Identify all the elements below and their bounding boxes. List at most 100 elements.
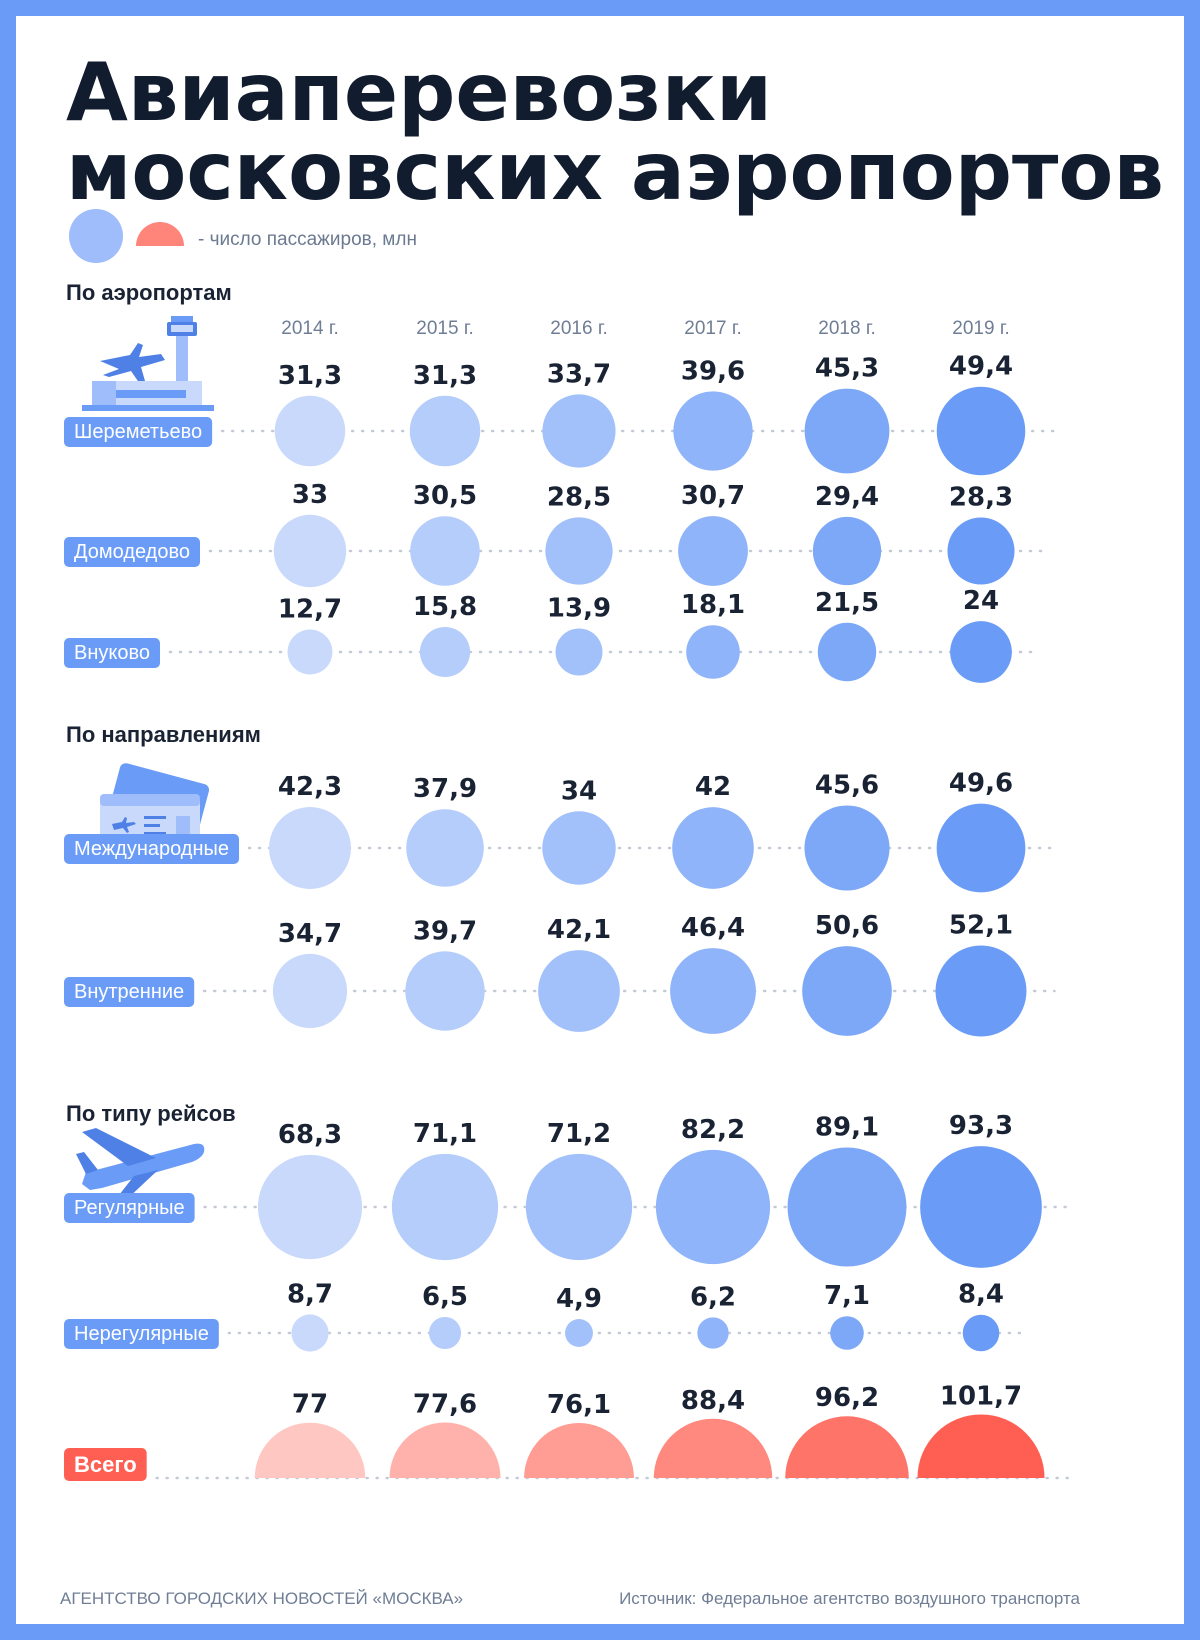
year-header: 2019 г. [952, 318, 1009, 339]
series-label-pill [64, 834, 240, 864]
series-label-pill [64, 417, 213, 447]
value-label: 15,8 [413, 592, 477, 622]
value-label: 42 [695, 772, 731, 802]
data-circle [409, 395, 481, 467]
data-circle [410, 516, 480, 586]
airport-tower-icon [82, 316, 214, 411]
data-circle [678, 516, 748, 586]
data-circle [670, 948, 756, 1034]
year-header: 2017 г. [684, 318, 741, 339]
value-label: 96,2 [815, 1383, 879, 1413]
data-circle [555, 628, 603, 676]
section-title-directions: По направлениям [66, 722, 261, 747]
value-label: 89,1 [815, 1113, 879, 1143]
value-label: 49,4 [949, 352, 1013, 382]
value-label: 50,6 [815, 911, 879, 941]
series-label-pill [64, 1319, 219, 1349]
value-label: 34 [561, 776, 597, 806]
value-label: 46,4 [681, 913, 745, 943]
series-label: Нерегулярные [74, 1323, 209, 1345]
footer-agency: АГЕНТСТВО ГОРОДСКИХ НОВОСТЕЙ «МОСКВА» [60, 1589, 463, 1608]
value-label: 31,3 [413, 361, 477, 391]
value-label: 52,1 [949, 911, 1013, 941]
data-circle [525, 1153, 633, 1261]
section-title-airports: По аэропортам [66, 280, 232, 305]
data-circle [419, 626, 471, 678]
year-header: 2015 г. [416, 318, 473, 339]
chart-rows: 2014 г. 2015 г. 2016 г. 2017 г. 2018 г. 2019 … [64, 318, 1074, 1481]
total-half-circle [389, 1422, 501, 1478]
series-label-pill [64, 1193, 195, 1223]
value-label: 24 [963, 586, 999, 616]
data-circle [787, 1147, 907, 1267]
value-label: 93,3 [949, 1111, 1013, 1141]
series-row: Домодедово 33 30,5 28,5 30,7 29,4 28,3 [64, 480, 1044, 588]
boarding-pass-icon [100, 763, 210, 846]
data-circle [274, 395, 346, 467]
series-label: Всего [74, 1452, 137, 1477]
value-label: 76,1 [547, 1390, 611, 1420]
data-circle [804, 805, 890, 891]
data-circle [672, 807, 754, 889]
total-half-circle [785, 1416, 909, 1478]
value-label: 42,3 [278, 772, 342, 802]
value-label: 37,9 [413, 774, 477, 804]
title-line-2: московских аэропортов [66, 125, 1164, 218]
value-label: 13,9 [547, 594, 611, 624]
value-label: 39,6 [681, 356, 745, 386]
series-row: Нерегулярные 8,7 6,5 4,9 6,2 7,1 8,4 [64, 1279, 1029, 1352]
series-label: Домодедово [74, 541, 190, 563]
value-label: 71,2 [547, 1119, 611, 1149]
data-circle [287, 629, 333, 675]
data-circle [542, 811, 616, 885]
footer-source: Источник: Федеральное агентство воздушно… [619, 1589, 1080, 1608]
data-circle [272, 953, 348, 1029]
data-circle [545, 517, 613, 585]
value-label: 33,7 [547, 359, 611, 389]
series-row: Международные 42,3 37,9 34 42 45,6 49,6 [64, 769, 1055, 893]
data-circle [257, 1154, 363, 1260]
value-label: 77 [292, 1390, 328, 1420]
bubble-chart: Авиаперевозки московских аэропортов - чи… [60, 46, 1164, 1608]
data-circle [830, 1316, 864, 1350]
series-row: Всего 77 77,6 76,1 88,4 96,2 101,7 [64, 1381, 1074, 1481]
data-circle [655, 1149, 771, 1265]
value-label: 101,7 [940, 1381, 1022, 1411]
series-row: Внутренние 34,7 39,7 42,1 46,4 50,6 52,1 [64, 911, 1056, 1037]
series-label-pill [64, 638, 161, 668]
total-half-circle [653, 1418, 773, 1478]
value-label: 68,3 [278, 1120, 342, 1150]
data-circle [936, 803, 1026, 893]
total-half-circle [524, 1423, 634, 1478]
year-header: 2018 г. [818, 318, 875, 339]
value-label: 12,7 [278, 595, 342, 625]
value-label: 88,4 [681, 1386, 745, 1416]
data-circle [405, 951, 485, 1031]
value-label: 21,5 [815, 588, 879, 618]
section-title-flight-types: По типу рейсов [66, 1101, 236, 1126]
year-header: 2014 г. [281, 318, 338, 339]
value-label: 45,3 [815, 354, 879, 384]
value-label: 8,7 [287, 1279, 333, 1309]
series-label: Регулярные [74, 1197, 185, 1219]
series-label-pill [64, 977, 195, 1007]
data-circle [291, 1314, 329, 1352]
value-label: 8,4 [958, 1280, 1004, 1310]
series-label: Внуково [74, 642, 150, 664]
value-label: 4,9 [556, 1284, 602, 1314]
legend-red-half-circle [136, 222, 184, 246]
data-circle [812, 516, 882, 586]
data-circle [428, 1316, 462, 1350]
value-label: 6,2 [690, 1282, 736, 1312]
data-circle [273, 514, 347, 588]
value-label: 49,6 [949, 769, 1013, 799]
legend-blue-circle [69, 209, 123, 263]
data-circle [406, 809, 484, 887]
data-circle [542, 394, 616, 468]
data-circle [804, 388, 890, 474]
series-label-pill [64, 1448, 147, 1481]
value-label: 31,3 [278, 361, 342, 391]
data-circle [947, 517, 1015, 585]
series-label-pill [64, 537, 200, 567]
value-label: 29,4 [815, 482, 879, 512]
